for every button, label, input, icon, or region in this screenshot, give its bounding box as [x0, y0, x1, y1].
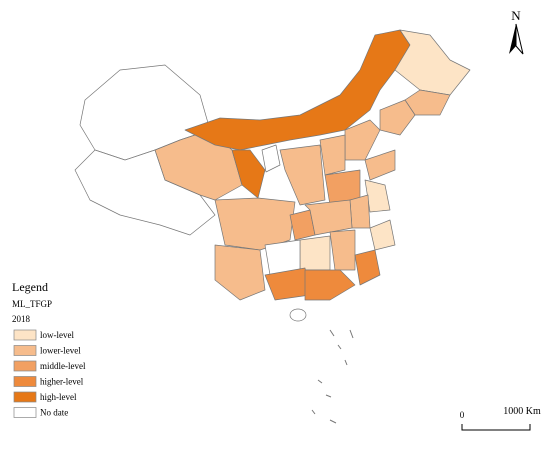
scale-bar: 0 1000 Km	[460, 406, 541, 431]
region	[319, 134, 346, 176]
region	[379, 99, 416, 136]
region	[354, 249, 381, 286]
regions	[74, 29, 471, 424]
region	[329, 229, 356, 271]
region	[214, 197, 296, 251]
legend-field: ML_TFGP	[12, 299, 52, 309]
legend: Legend ML_TFGP 2018 low-level lower-level…	[12, 280, 86, 418]
region	[299, 235, 331, 271]
arrow-half	[515, 23, 524, 55]
region	[261, 144, 281, 173]
region	[279, 144, 326, 206]
north-label: N	[511, 8, 521, 23]
legend-label: high-level	[40, 392, 77, 402]
legend-swatch	[13, 391, 37, 403]
islands	[311, 329, 354, 424]
legend-label: low-level	[40, 330, 74, 340]
scale-line	[461, 424, 531, 431]
arrow-half	[509, 24, 516, 54]
region	[369, 219, 396, 251]
legend-title: Legend	[12, 280, 48, 294]
legend-swatch	[13, 329, 37, 341]
region	[364, 149, 396, 181]
legend-swatch	[13, 360, 37, 372]
region	[289, 308, 307, 322]
region	[349, 194, 371, 229]
legend-label: middle-level	[40, 361, 86, 371]
region	[74, 149, 216, 236]
legend-label: higher-level	[40, 377, 84, 387]
legend-swatch	[13, 407, 37, 418]
region	[304, 269, 356, 301]
region	[404, 89, 451, 116]
region	[214, 244, 266, 301]
legend-label: No date	[40, 408, 68, 418]
scale-label: 1000 Km	[503, 406, 541, 417]
scale-zero: 0	[460, 410, 465, 420]
legend-swatch	[13, 376, 37, 387]
north-arrow: N	[509, 8, 524, 55]
legend-label: lower-level	[40, 346, 81, 356]
region	[231, 149, 266, 199]
legend-year: 2018	[12, 314, 31, 324]
legend-swatch	[13, 345, 37, 356]
region	[394, 29, 471, 96]
